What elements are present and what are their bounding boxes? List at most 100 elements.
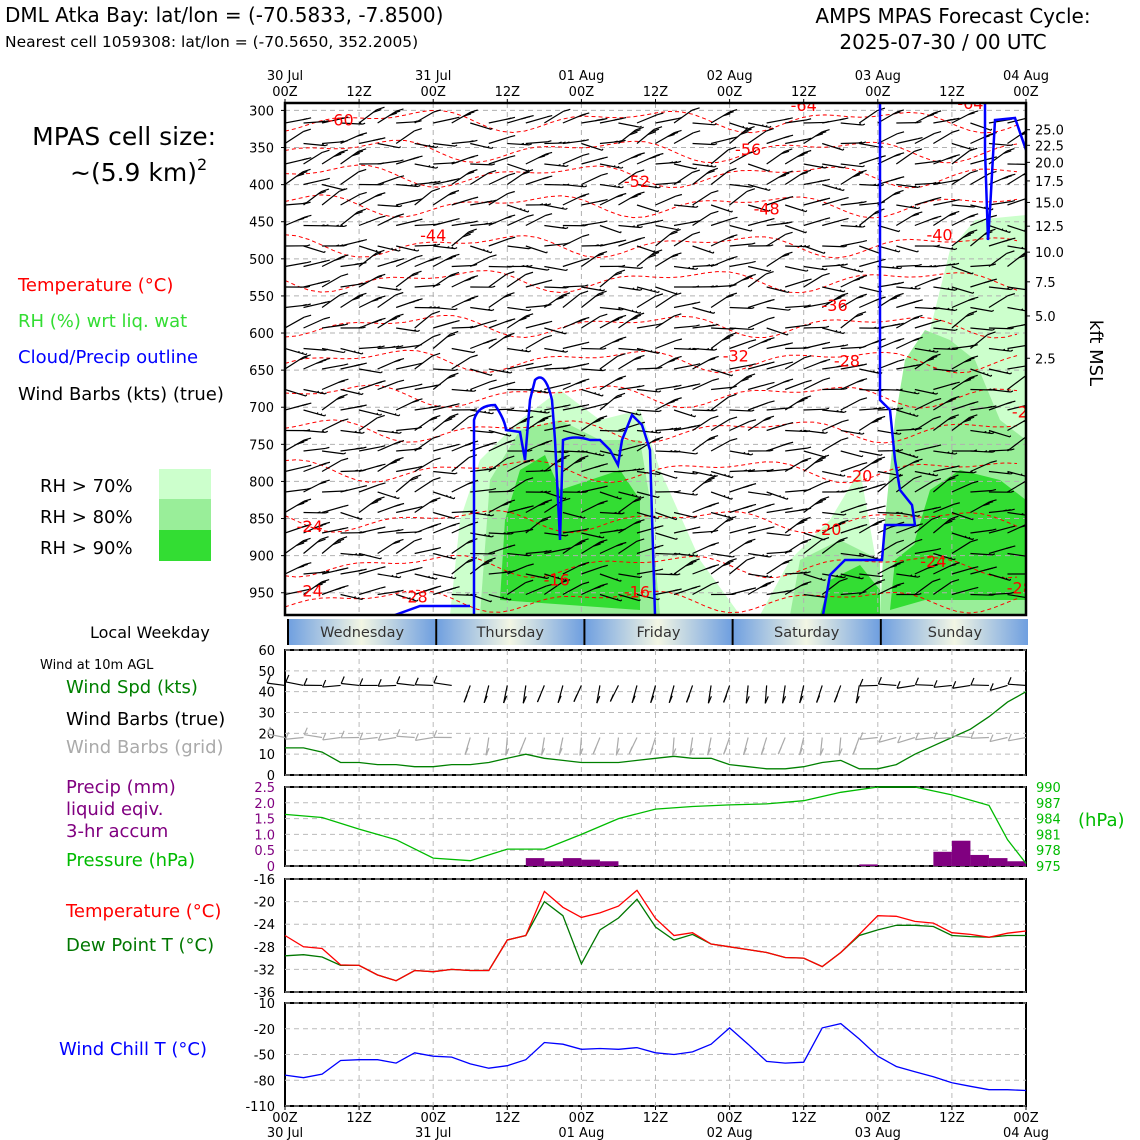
wind-barb-flag	[617, 165, 620, 168]
wind-barb	[544, 204, 568, 210]
wind-barb	[321, 273, 349, 288]
wind-barb-flag	[766, 415, 775, 420]
wind-barb-flag	[950, 288, 954, 291]
wind-barb-flag	[561, 331, 564, 334]
wind-barb	[433, 470, 458, 475]
wind-barb	[395, 298, 423, 309]
wind-barb-staff	[581, 315, 601, 329]
wind-barb	[822, 183, 845, 192]
wind-barb-flag	[391, 345, 396, 348]
wind-barb-flag	[763, 582, 771, 586]
wind-barb-flag	[818, 498, 827, 503]
wind-barb-staff	[988, 142, 1011, 147]
wind-barb-staff	[803, 532, 825, 541]
precip-bar	[951, 840, 971, 866]
wind-barb-flag	[376, 464, 382, 468]
wind-barb	[321, 393, 348, 411]
wind-barb-flag	[584, 403, 590, 407]
wind-barb-staff	[822, 163, 845, 169]
wind-barb	[562, 193, 590, 206]
wind-barb-flag	[823, 377, 831, 381]
temperature-contour-label: -24	[297, 517, 323, 536]
wind-barb	[859, 296, 886, 309]
wind-barb-flag	[335, 569, 341, 572]
grid-wind-barb	[396, 729, 415, 739]
wind-barb-flag	[432, 497, 441, 501]
wind-barb-flag	[543, 364, 549, 367]
wind-barb-staff	[692, 122, 715, 126]
wind-barb-flag	[788, 117, 793, 120]
wind-barb-flag	[910, 428, 915, 431]
wind-barb	[766, 507, 793, 514]
wind-barb-staff	[951, 482, 973, 493]
wind-barb	[321, 418, 349, 432]
wind-barb-flag	[527, 214, 534, 218]
wind-barb	[951, 310, 978, 329]
wind-barb-flag	[913, 475, 922, 480]
wind-barb-flag	[833, 297, 842, 301]
wind-barb-flag	[429, 499, 438, 504]
wind-barb-flag	[788, 221, 793, 224]
wind-barb-flag	[784, 590, 789, 593]
wind-barb	[877, 539, 905, 555]
wind-barb-flag	[917, 575, 921, 578]
barb-flag	[414, 733, 419, 741]
wind-barb-staff	[655, 511, 677, 521]
wind-barb	[525, 151, 553, 165]
wind-barb-flag	[987, 431, 991, 434]
wind-barb-staff	[433, 219, 455, 227]
wind-barb	[692, 415, 719, 432]
wind-barb	[396, 327, 420, 332]
wind-barb	[340, 404, 367, 411]
wind-barb-flag	[1002, 239, 1008, 243]
wind-barb-flag	[635, 310, 638, 313]
wind-barb-flag	[394, 413, 397, 416]
wind-barb	[358, 273, 386, 288]
wind-barb-staff	[840, 450, 863, 458]
wind-barb	[321, 378, 349, 391]
wind-barb-flag	[671, 357, 679, 361]
wind-barb-flag	[491, 146, 494, 149]
wind-barb-flag	[632, 498, 641, 503]
temperature-contour-label: -2	[1012, 403, 1028, 422]
wind-barb	[933, 381, 960, 391]
wind-barbs-true-label: Wind Barbs (true)	[66, 709, 225, 730]
wind-barb	[285, 314, 312, 329]
wind-barb-flag	[727, 474, 730, 477]
wind-barb-staff	[896, 541, 916, 555]
wind-barb-flag	[690, 586, 697, 590]
cell-size-line2: ~(5.9 km)2	[70, 155, 207, 187]
wind-barb-flag	[521, 142, 525, 145]
wind-barb-flag	[896, 539, 905, 543]
barb-staff	[304, 734, 323, 739]
barb-flag	[396, 676, 401, 684]
wind-barb	[358, 586, 386, 596]
wind-barb-flag	[1006, 287, 1010, 290]
wind-barb-flag	[1002, 509, 1007, 512]
wind-barb-staff	[562, 429, 585, 437]
wind-barb-flag	[465, 593, 469, 596]
wind-barb-flag	[891, 282, 897, 286]
wind-barb-flag	[432, 405, 437, 408]
weekday-label: Wednesday	[320, 625, 404, 641]
legend-rh90-label: RH > 90%	[40, 538, 133, 559]
wind-barb-flag	[781, 253, 790, 258]
wind-barb	[840, 311, 867, 329]
wind-barb-flag	[1040, 533, 1042, 534]
wind-barb-staff	[655, 118, 678, 124]
wind-barb-staff	[859, 450, 881, 456]
wind-barb	[636, 525, 664, 534]
wind-barb-flag	[858, 225, 862, 228]
temperature-contour	[285, 164, 1018, 189]
wind-barb-flag	[543, 304, 548, 307]
wind-barb	[729, 483, 757, 493]
wind-barb-staff	[525, 141, 548, 145]
wind-barb-flag	[454, 144, 458, 147]
grid-wind-barb	[540, 737, 546, 756]
wind-barb-flag	[558, 450, 562, 453]
wind-barb	[859, 573, 884, 578]
wind-barb-flag	[803, 169, 812, 174]
wind-barb-flag	[796, 521, 805, 526]
wind-barb-flag	[796, 399, 805, 404]
wind-barb-flag	[510, 371, 513, 374]
